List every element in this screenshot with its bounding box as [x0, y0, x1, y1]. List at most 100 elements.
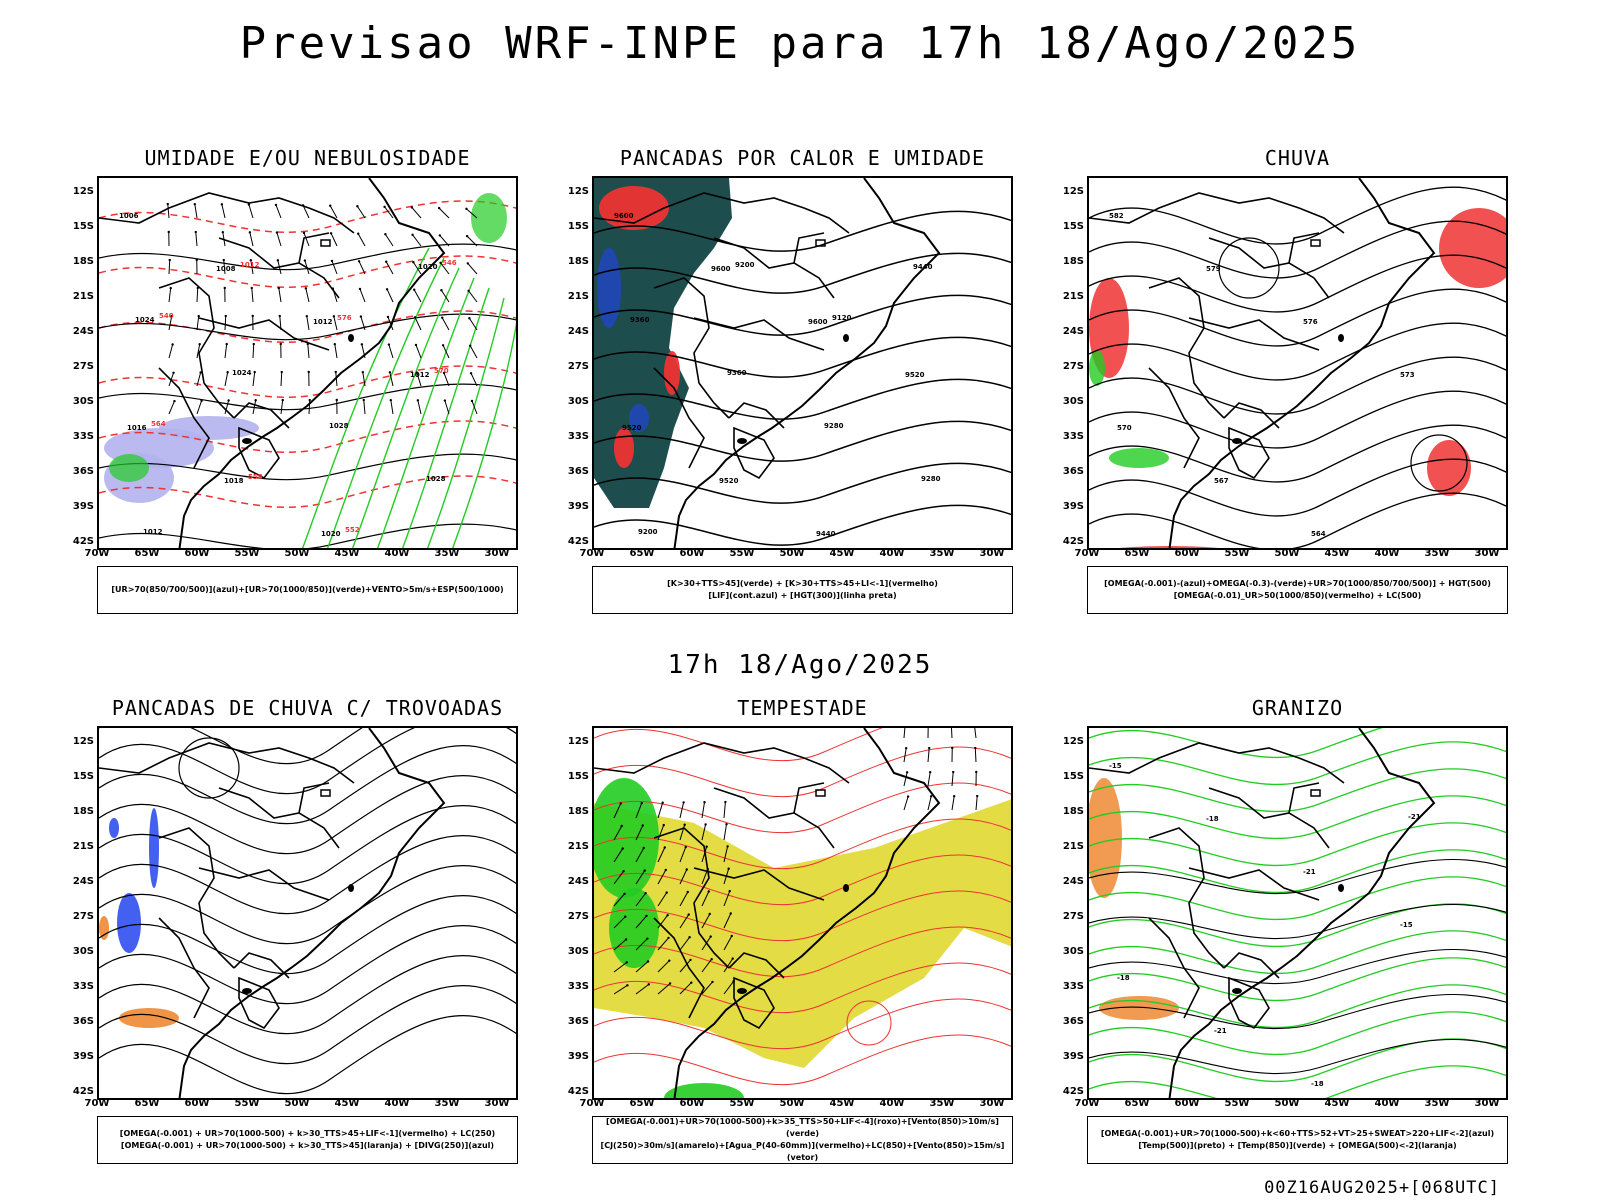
lat-label: 18S [72, 256, 94, 267]
lat-label: 42S [567, 1086, 589, 1097]
lon-label: 45W [334, 548, 360, 559]
contour-label: 576 [337, 314, 352, 322]
lon-label: 45W [1324, 548, 1350, 559]
map-trovoadas [97, 726, 518, 1100]
lon-label: 50W [1274, 548, 1300, 559]
lat-label: 21S [1062, 841, 1084, 852]
lon-label: 40W [384, 548, 410, 559]
lon-label: 40W [879, 1098, 905, 1109]
lat-label: 12S [1062, 736, 1084, 747]
panel-title-chuva: CHUVA [1264, 146, 1331, 170]
subtitle: 17h 18/Ago/2025 [667, 650, 933, 680]
legend-line: [OMEGA(-0.001)+UR>70(1000-500)+k>35_TTS>… [606, 1117, 999, 1138]
legend-line: [OMEGA(-0.01)_UR>50(1000/850)(vermelho) … [1173, 591, 1422, 600]
lat-label: 21S [567, 291, 589, 302]
lat-label: 33S [1062, 431, 1084, 442]
lat-label: 39S [567, 501, 589, 512]
map-plot-trovoadas [99, 728, 516, 1098]
lat-label: 27S [1062, 361, 1084, 372]
lat-label: 24S [567, 326, 589, 337]
lon-label: 65W [1124, 1098, 1150, 1109]
lon-label: 70W [1074, 548, 1100, 559]
lat-label: 27S [72, 361, 94, 372]
panel-title-umidade: UMIDADE E/OU NEBULOSIDADE [144, 146, 471, 170]
lat-label: 42S [567, 536, 589, 547]
lat-label: 15S [1062, 771, 1084, 782]
lat-label: 33S [567, 431, 589, 442]
contour-label: 546 [442, 259, 457, 267]
lat-label: 18S [567, 806, 589, 817]
panel-title-trovoadas: PANCADAS DE CHUVA C/ TROVOADAS [111, 696, 504, 720]
lon-label: 55W [234, 548, 260, 559]
contour-label: 9360 [727, 369, 747, 377]
legend-line: [K>30+TTS>45](verde) + [K>30+TTS>45+LI<-… [667, 579, 938, 588]
lon-label: 35W [1424, 1098, 1450, 1109]
lon-label: 40W [879, 548, 905, 559]
map-plot-umidade: 1006 1008 1012 1012 1016 1018 1020 1020 1024 1024… [99, 178, 516, 548]
contour-label: 570 [434, 367, 449, 375]
lon-label: 55W [729, 548, 755, 559]
lat-label: 27S [72, 911, 94, 922]
contour-label: 9440 [913, 263, 933, 271]
lon-label: 60W [1174, 1098, 1200, 1109]
contour-label: 579 [1206, 265, 1221, 273]
contour-label: 540 [159, 312, 174, 320]
lon-label: 30W [979, 1098, 1005, 1109]
lat-label: 33S [72, 431, 94, 442]
lon-label: 30W [484, 548, 510, 559]
lon-label: 50W [1274, 1098, 1300, 1109]
lon-label: 30W [1474, 1098, 1500, 1109]
lon-label: 65W [1124, 548, 1150, 559]
lon-label: 40W [1374, 1098, 1400, 1109]
lat-label: 42S [1062, 1086, 1084, 1097]
legend-pancadas-calor: [K>30+TTS>45](verde) + [K>30+TTS>45+LI<-… [592, 566, 1013, 614]
lon-label: 65W [134, 1098, 160, 1109]
map-tempestade [592, 726, 1013, 1100]
lon-label: 65W [629, 548, 655, 559]
lat-label: 27S [567, 911, 589, 922]
lat-label: 12S [567, 186, 589, 197]
lon-label: 60W [1174, 548, 1200, 559]
contour-label: 573 [1400, 371, 1415, 379]
contour-label: 564 [151, 420, 166, 428]
contour-label: -15 [1400, 921, 1413, 929]
contour-label: 558 [248, 473, 263, 481]
contour-label: 1012 [410, 371, 430, 379]
contour-label: 1006 [119, 212, 139, 220]
map-plot-chuva: 582 579 576 573 570 567 564 [1089, 178, 1506, 548]
contour-label: 9280 [921, 475, 941, 483]
lat-label: 12S [567, 736, 589, 747]
lat-label: 15S [1062, 221, 1084, 232]
contour-label: 9200 [638, 528, 658, 536]
lat-label: 39S [1062, 1051, 1084, 1062]
contour-label: 1028 [426, 475, 446, 483]
lat-label: 24S [72, 326, 94, 337]
contour-label: 9520 [719, 477, 739, 485]
lat-label: 39S [567, 1051, 589, 1062]
lon-label: 30W [1474, 548, 1500, 559]
lat-label: 36S [72, 1016, 94, 1027]
lat-label: 24S [1062, 876, 1084, 887]
legend-granizo: [OMEGA(-0.001)+UR>70(1000-500)+k<60+TTS>… [1087, 1116, 1508, 1164]
lat-label: 39S [1062, 501, 1084, 512]
contour-label: 570 [1117, 424, 1132, 432]
lat-label: 30S [1062, 946, 1084, 957]
contour-label: 1012 [240, 261, 260, 269]
lat-label: 27S [1062, 911, 1084, 922]
contour-label: 9600 [808, 318, 828, 326]
contour-label: 1028 [329, 422, 349, 430]
contour-label: 1024 [135, 316, 155, 324]
lon-label: 65W [134, 548, 160, 559]
legend-line: [OMEGA(-0.001)-(azul)+OMEGA(-0.3)-(verde… [1104, 579, 1491, 588]
lon-label: 30W [979, 548, 1005, 559]
contour-label: 9120 [832, 314, 852, 322]
lon-label: 60W [679, 548, 705, 559]
lon-label: 45W [829, 548, 855, 559]
lat-label: 24S [567, 876, 589, 887]
contour-label: 1012 [313, 318, 333, 326]
lon-label: 70W [579, 548, 605, 559]
lon-label: 55W [729, 1098, 755, 1109]
lat-label: 18S [72, 806, 94, 817]
lon-label: 50W [284, 1098, 310, 1109]
lon-label: 70W [84, 1098, 110, 1109]
